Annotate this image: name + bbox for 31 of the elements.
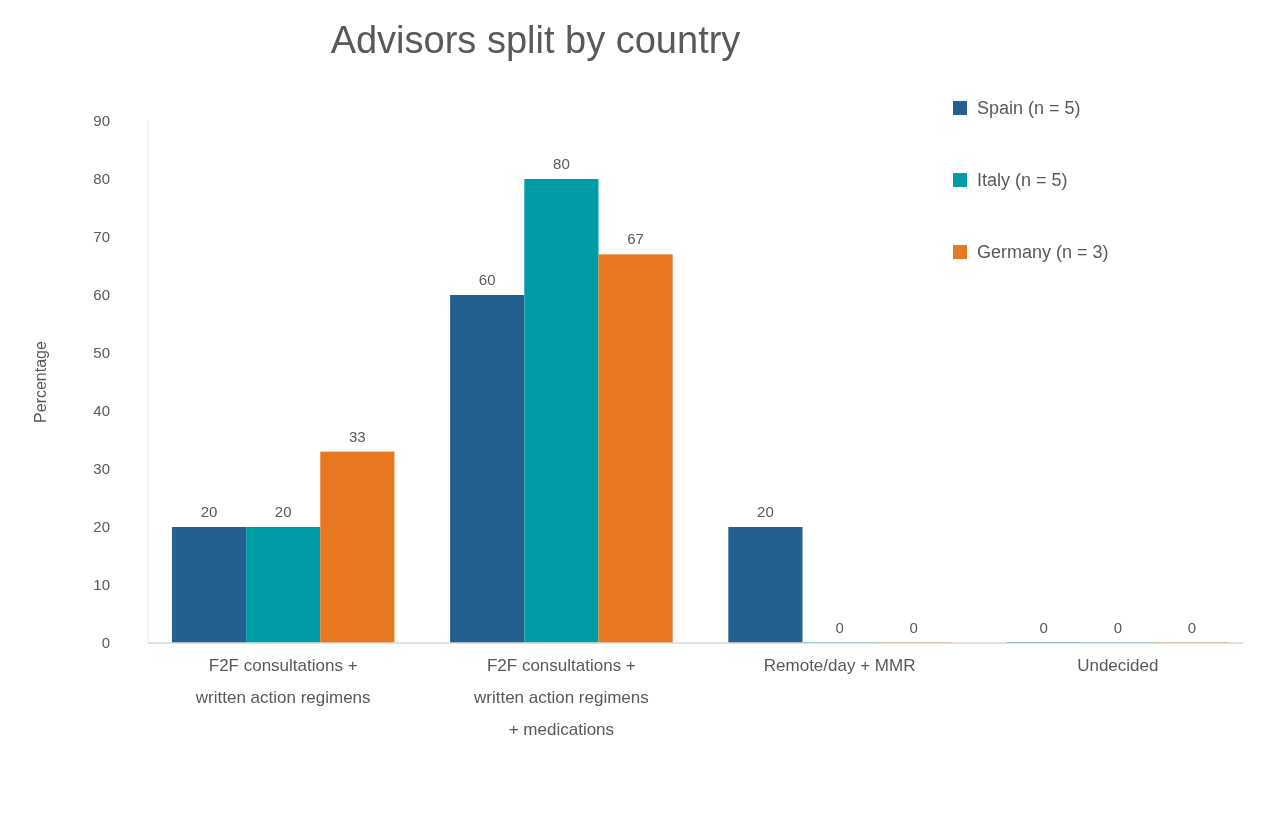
y-tick-label: 80 (93, 170, 110, 188)
chart-title: Advisors split by country (330, 19, 741, 61)
y-tick-label: 50 (93, 344, 110, 362)
data-label: 20 (274, 503, 292, 520)
legend-label: Germany (n = 3) (977, 242, 1109, 263)
data-label: 67 (627, 230, 644, 248)
data-label: 0 (909, 619, 918, 636)
y-tick-label: 70 (93, 228, 110, 246)
data-label: 33 (349, 427, 366, 445)
data-label: 0 (1039, 619, 1048, 636)
y-axis-title: Percentage (32, 340, 49, 423)
y-tick-label: 10 (93, 576, 110, 594)
x-tick-label: F2F consultations + written action regimens (194, 656, 371, 707)
data-label: 0 (835, 619, 844, 636)
x-tick-label: Undecided (1077, 656, 1159, 675)
legend-label: Italy (n = 5) (977, 170, 1068, 191)
y-tick-label: 40 (93, 402, 110, 420)
data-label: 60 (478, 271, 496, 288)
y-tick-label: 60 (93, 286, 110, 304)
data-label: 20 (200, 503, 218, 520)
y-tick-label: 0 (101, 634, 110, 652)
data-label: 0 (1113, 619, 1122, 636)
data-label: 20 (757, 503, 774, 520)
y-tick-label: 20 (93, 518, 110, 536)
legend-label: Spain (n = 5) (977, 98, 1081, 119)
x-tick-label: Remote/day + MMR (763, 656, 916, 675)
data-label: 0 (1187, 619, 1197, 636)
y-tick-label: 30 (93, 460, 110, 478)
data-label: 80 (553, 155, 570, 172)
x-tick-label: F2F consultations + written action regimens + medications (472, 656, 649, 739)
y-tick-label: 90 (93, 112, 110, 130)
